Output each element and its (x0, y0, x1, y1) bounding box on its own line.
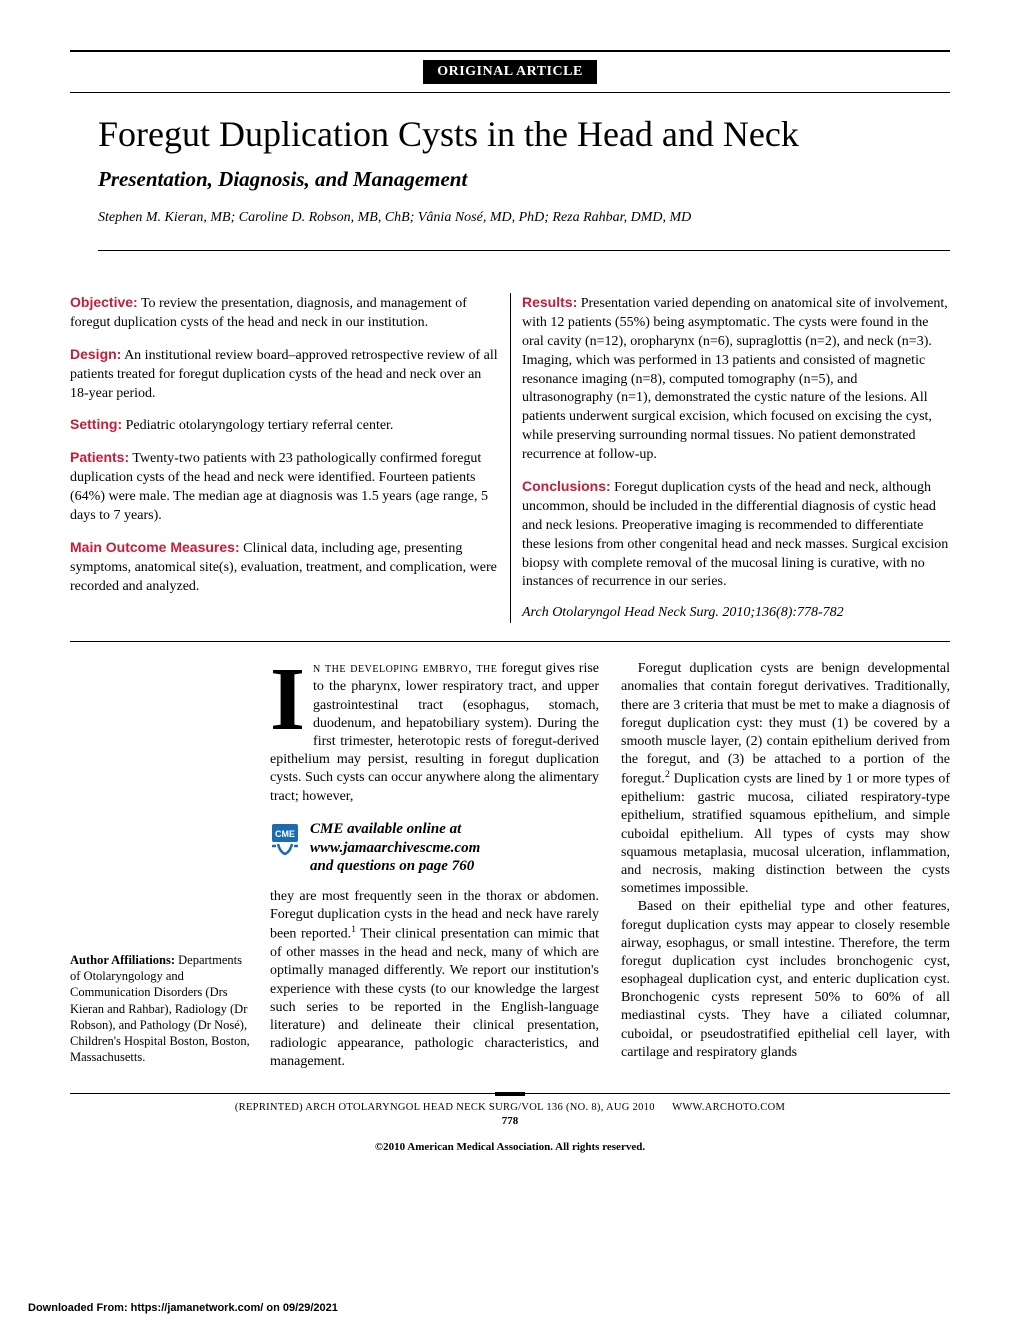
download-line: Downloaded From: https://jamanetwork.com… (28, 1302, 338, 1314)
cme-text: CME available online at www.jamaarchives… (310, 820, 480, 876)
abstract-box: Objective: To review the presentation, d… (70, 275, 950, 642)
svg-text:CME: CME (275, 829, 295, 839)
abstract-heading: Results: (522, 294, 577, 310)
abstract-conclusions: Conclusions: Foregut duplication cysts o… (522, 477, 950, 592)
author-affiliations: Author Affiliations: Departments of Otol… (70, 952, 250, 1072)
abstract-heading: Main Outcome Measures: (70, 539, 240, 555)
abstract-heading: Design: (70, 346, 121, 362)
body-para-1: In the developing embryo, the foregut gi… (270, 660, 599, 806)
dropcap: I (270, 660, 313, 734)
cme-icon: CME (270, 822, 300, 862)
abstract-heading: Conclusions: (522, 478, 611, 494)
abstract-citation: Arch Otolaryngol Head Neck Surg. 2010;13… (522, 604, 950, 623)
affiliations-title: Author Affiliations: (70, 953, 175, 967)
copyright-line: ©2010 American Medical Association. All … (70, 1141, 950, 1153)
article-subtitle: Presentation, Diagnosis, and Management (98, 167, 950, 192)
body-para-2: they are most frequently seen in the tho… (270, 888, 599, 1072)
abstract-patients: Patients: Twenty-two patients with 23 pa… (70, 448, 498, 526)
footer-rule (70, 1092, 950, 1096)
abstract-results: Results: Presentation varied depending o… (522, 293, 950, 465)
article-title: Foregut Duplication Cysts in the Head an… (98, 113, 950, 155)
body-wrap: Author Affiliations: Departments of Otol… (70, 660, 950, 1071)
cme-callout: CME CME available online at www.jamaarch… (270, 820, 599, 876)
abstract-heading: Objective: (70, 294, 138, 310)
body-para-4: Based on their epithelial type and other… (621, 898, 950, 1062)
body-columns: In the developing embryo, the foregut gi… (270, 660, 950, 1071)
page-number: 778 (70, 1115, 950, 1127)
abstract-heading: Patients: (70, 449, 129, 465)
abstract-outcome: Main Outcome Measures: Clinical data, in… (70, 538, 498, 597)
abstract-design: Design: An institutional review board–ap… (70, 345, 498, 404)
body-para-3: Foregut duplication cysts are benign dev… (621, 660, 950, 898)
abstract-heading: Setting: (70, 416, 122, 432)
abstract-setting: Setting: Pediatric otolaryngology tertia… (70, 415, 498, 436)
abstract-objective: Objective: To review the presentation, d… (70, 293, 498, 333)
affiliations-text: Departments of Otolaryngology and Commun… (70, 953, 250, 1065)
section-label: ORIGINAL ARTICLE (423, 60, 597, 84)
section-header: ORIGINAL ARTICLE (70, 50, 950, 93)
reprint-line: (REPRINTED) ARCH OTOLARYNGOL HEAD NECK S… (70, 1102, 950, 1113)
first-line: n the developing embryo, the (313, 661, 497, 676)
authors-line: Stephen M. Kieran, MB; Caroline D. Robso… (98, 210, 950, 251)
